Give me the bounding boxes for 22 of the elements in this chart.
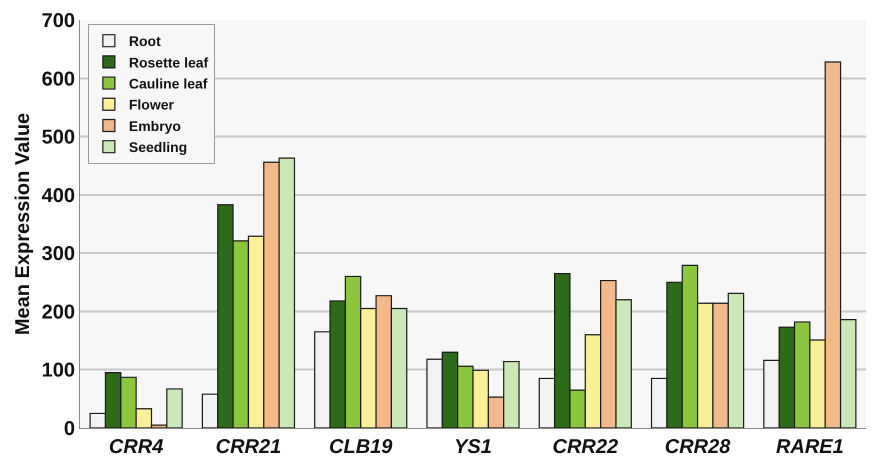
y-tick-label: 200 <box>42 301 75 324</box>
y-tick-label: 100 <box>42 360 75 382</box>
legend-label: Rosette leaf <box>128 54 209 70</box>
y-tick-label: 700 <box>42 10 75 32</box>
x-tick-label: CRR21 <box>216 436 282 458</box>
legend-label: Cauline leaf <box>128 76 208 92</box>
legend-label: Flower <box>128 96 175 113</box>
y-axis-title: Mean Expression Value <box>12 112 34 336</box>
x-tick-label: CRR4 <box>108 436 164 458</box>
legend-label: Root <box>128 33 162 50</box>
legend-label: Embryo <box>128 118 181 134</box>
y-tick-label: 300 <box>42 243 75 266</box>
y-tick-label: 500 <box>42 126 75 149</box>
y-tick-label: 400 <box>42 184 75 207</box>
x-tick-label: CRR28 <box>664 436 732 458</box>
x-tick-label: CRR22 <box>552 436 618 458</box>
y-tick-label: 0 <box>64 418 75 440</box>
x-tick-label: RARE1 <box>776 436 844 458</box>
legend-label: Seedling <box>128 139 188 156</box>
x-tick-label: CLB19 <box>329 436 394 458</box>
x-tick-label: YS1 <box>454 436 492 458</box>
y-tick-label: 600 <box>42 68 75 90</box>
